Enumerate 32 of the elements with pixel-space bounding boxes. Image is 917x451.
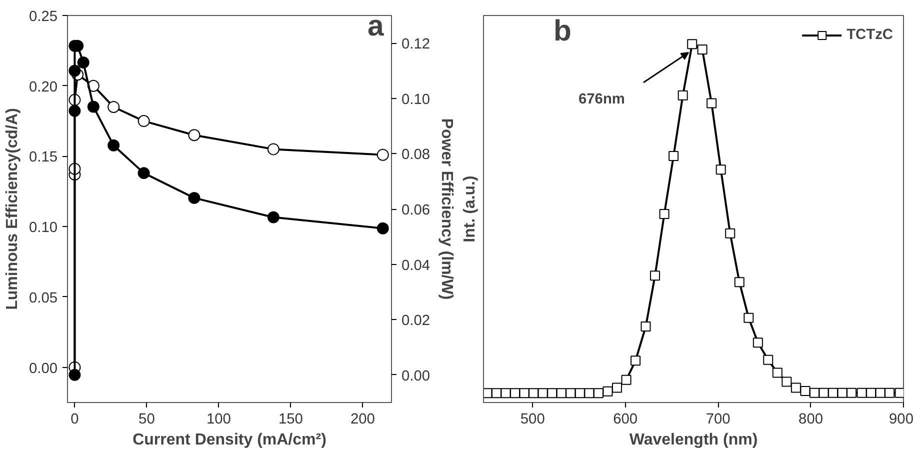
x-tick-label: 150 [278, 412, 303, 428]
y-tick-label: 0.20 [28, 79, 58, 96]
x-tick-label: 500 [520, 412, 545, 428]
x-tick-label: 100 [206, 412, 231, 428]
y2-axis-title: Power Efficiency (lm/W) [438, 118, 456, 300]
y-tick-label: 0.25 [28, 9, 58, 25]
x-tick-label: 0 [70, 412, 79, 428]
y-tick-label: 0.00 [28, 360, 58, 377]
x-tick-label: 600 [613, 412, 638, 428]
x-tick-label: 900 [889, 412, 914, 428]
annotation: a [368, 10, 384, 42]
y-axis-title: Int. (a.u.) [462, 176, 478, 242]
y2-tick-label: 0.08 [402, 147, 430, 164]
x-tick-label: 50 [138, 412, 155, 428]
y-tick-label: 0.15 [28, 150, 58, 166]
y2-tick-label: 0.06 [402, 202, 430, 218]
y-axis-title: Luminous Efficiency(cd/A) [4, 108, 21, 310]
y2-tick-label: 0.00 [402, 368, 430, 384]
x-axis-title: Wavelength (nm) [629, 432, 758, 448]
legend-label: TCTzC [846, 27, 893, 43]
annotation: 676nm [578, 92, 625, 108]
y2-tick-label: 0.12 [402, 36, 430, 53]
y-tick-label: 0.05 [28, 290, 58, 306]
y2-tick-label: 0.02 [402, 313, 430, 330]
x-tick-label: 700 [706, 412, 730, 428]
x-tick-label: 200 [350, 412, 375, 428]
y-tick-label: 0.10 [28, 220, 58, 236]
y2-tick-label: 0.04 [402, 258, 430, 274]
annotation: b [554, 14, 572, 48]
y2-tick-label: 0.10 [402, 92, 430, 108]
x-tick-label: 800 [798, 412, 824, 428]
x-axis-title: Current Density (mA/cm²) [132, 432, 326, 448]
